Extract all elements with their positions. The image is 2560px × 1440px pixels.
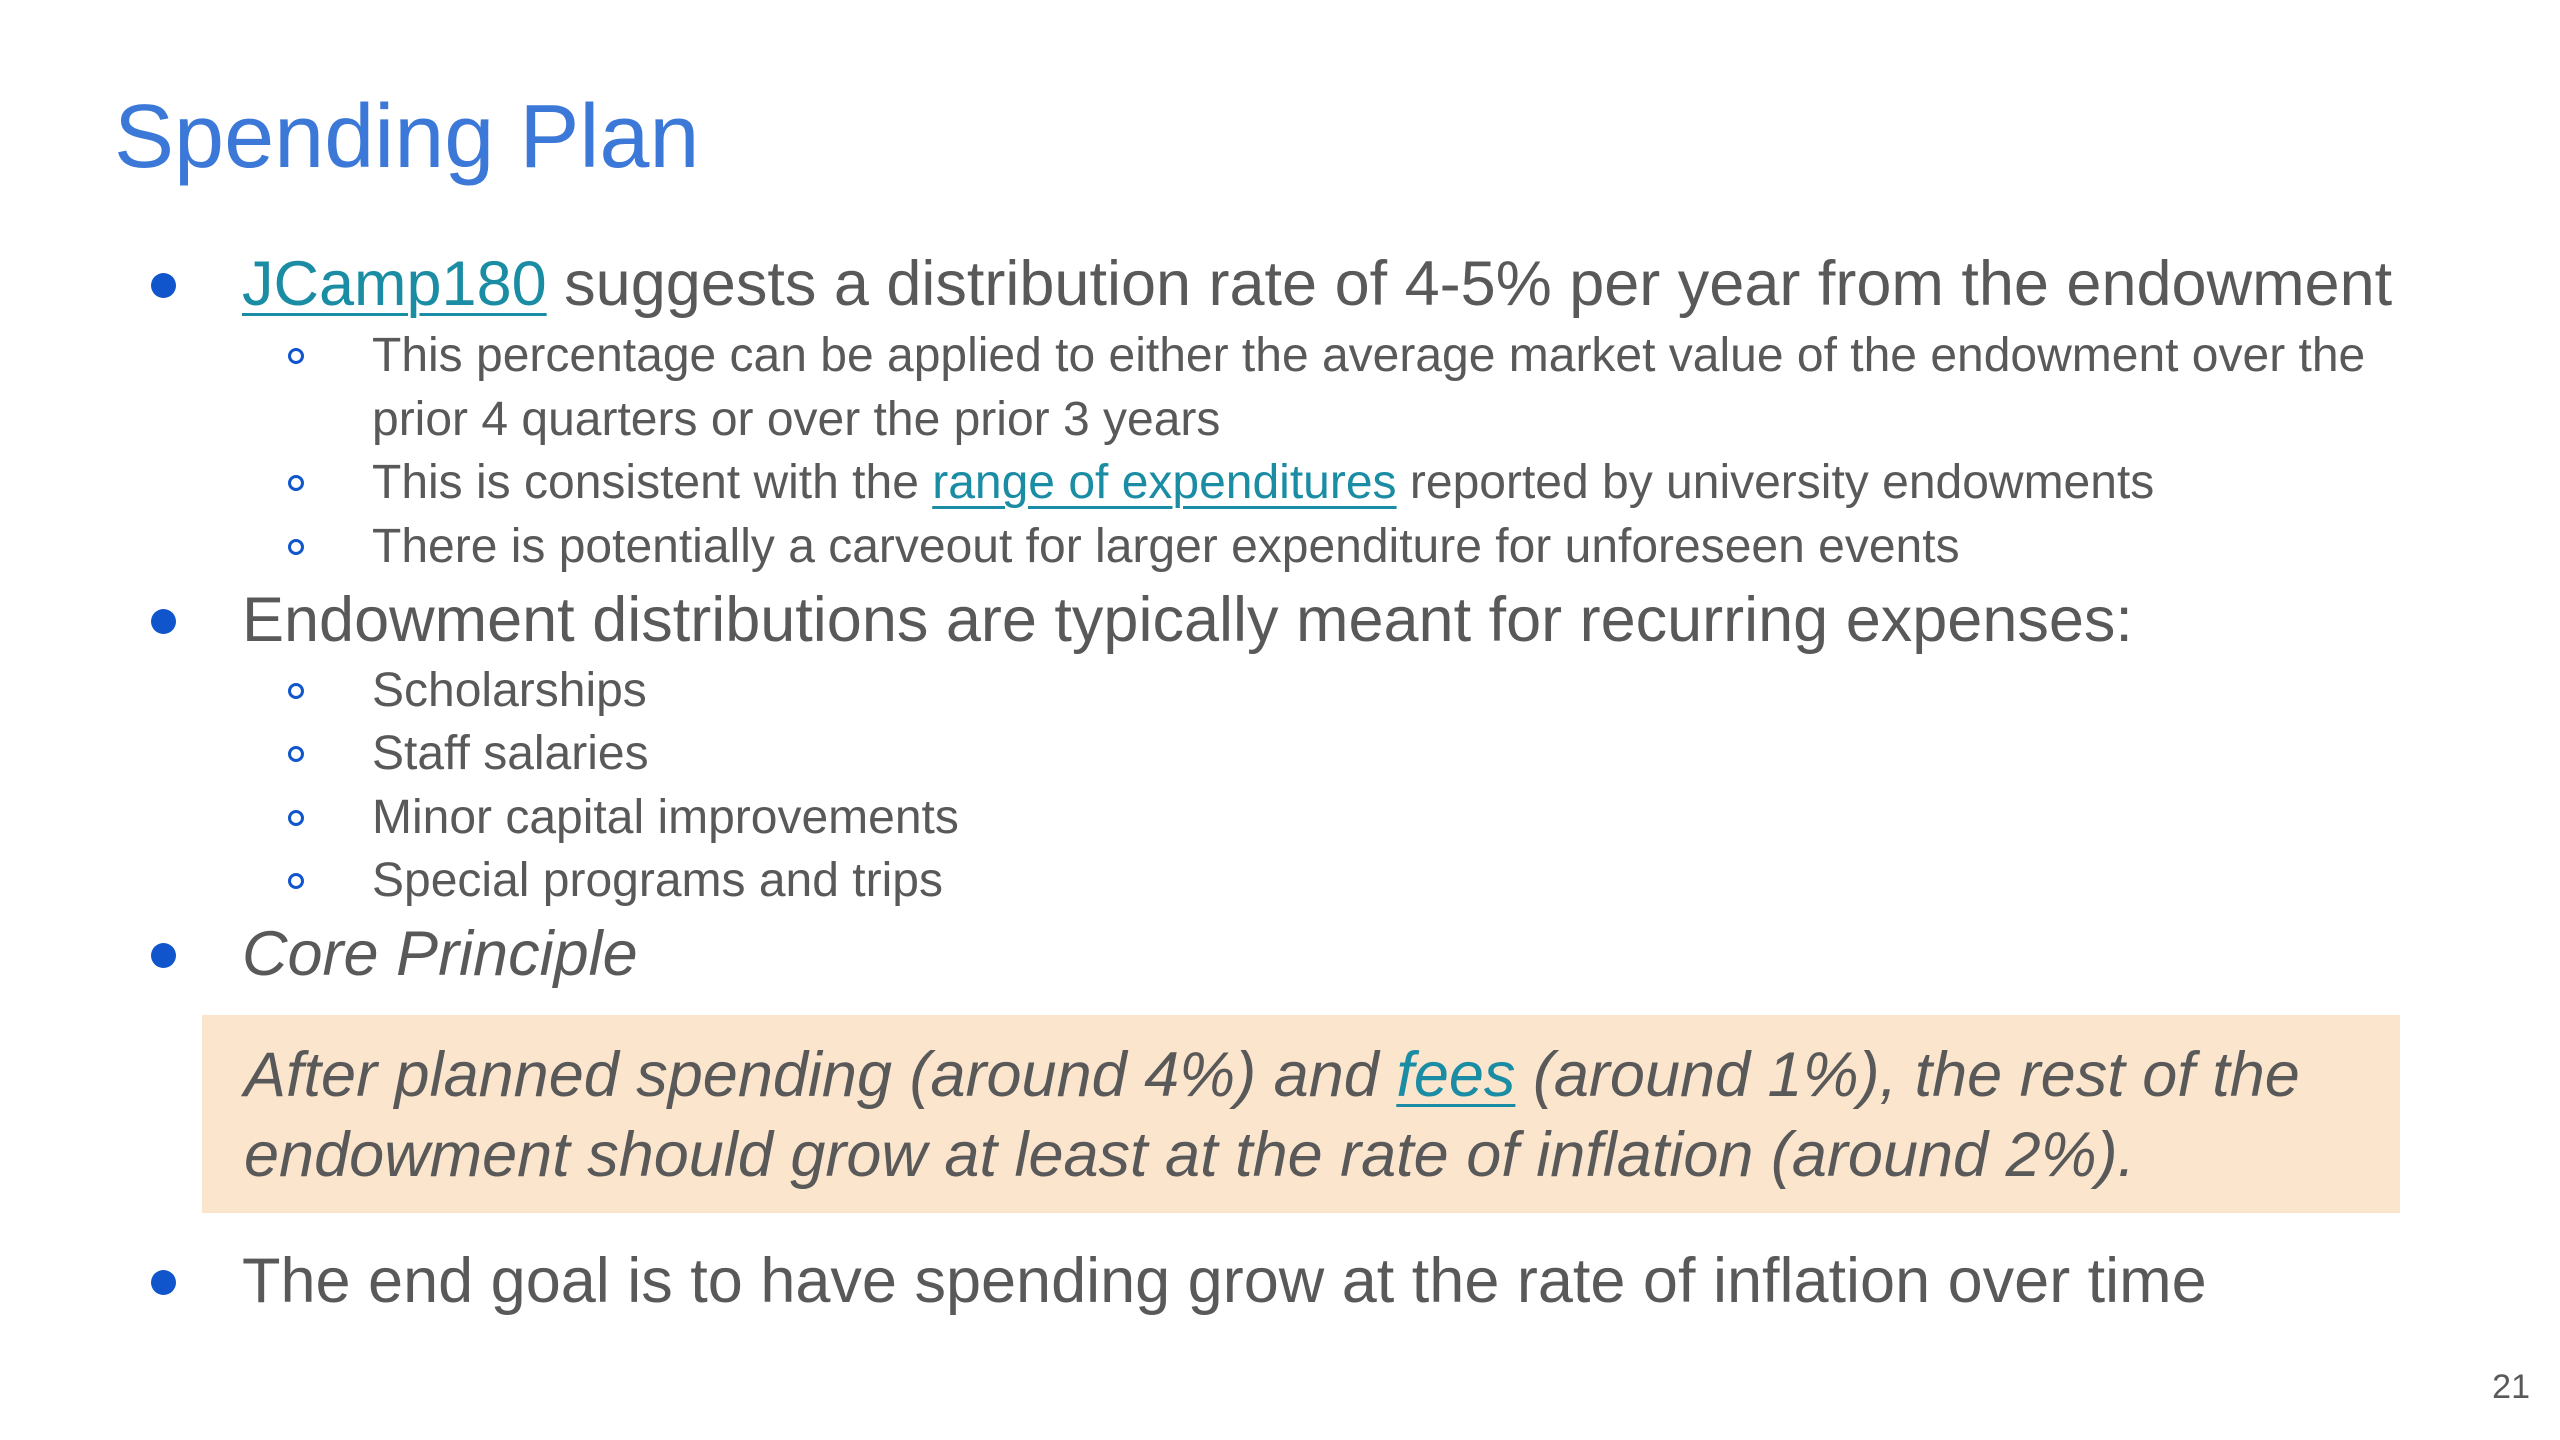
sub-item-text-before: This is consistent with the	[372, 456, 933, 509]
bullet-text: JCamp180 suggests a distribution rate of…	[242, 246, 2392, 322]
slide-title: Spending Plan	[114, 87, 700, 187]
jcamp180-link[interactable]: JCamp180	[242, 249, 547, 319]
bullet-circle-icon	[288, 873, 304, 889]
bullet-dot-icon	[151, 1270, 176, 1295]
sub-item-text: Staff salaries	[372, 727, 649, 780]
bullet-circle-icon	[288, 539, 304, 555]
callout-text: After planned spending (around 4%) and f…	[244, 1035, 2384, 1195]
bullet-circle-icon	[288, 348, 304, 364]
core-principle-callout: After planned spending (around 4%) and f…	[202, 1015, 2400, 1213]
sub-item-text-line2: prior 4 quarters or over the prior 3 yea…	[372, 393, 1221, 446]
bullet-circle-icon	[288, 683, 304, 699]
range-of-expenditures-link[interactable]: range of expenditures	[932, 456, 1397, 509]
bullet-dot-icon	[151, 609, 176, 634]
bullet-text: Core Principle	[242, 919, 638, 989]
page-number: 21	[2492, 1368, 2530, 1406]
bullet-text: Endowment distributions are typically me…	[242, 585, 2133, 655]
sub-item-text: Scholarships	[372, 664, 647, 717]
bullet-dot-icon	[151, 273, 176, 298]
sub-item-text-line1: This percentage can be applied to either…	[372, 329, 2366, 382]
bullet-text: The end goal is to have spending grow at…	[242, 1246, 2207, 1316]
sub-item-text: There is potentially a carveout for larg…	[372, 520, 1960, 573]
callout-text-part1: After planned spending (around 4%) and	[244, 1040, 1397, 1110]
callout-text-part2: (around 1%), the rest of the endowment s…	[244, 1040, 2300, 1190]
bullet-circle-icon	[288, 475, 304, 491]
sub-item-text-after: reported by university endowments	[1396, 456, 2155, 509]
sub-item-text: Special programs and trips	[372, 854, 943, 907]
bullet-circle-icon	[288, 746, 304, 762]
bullet-dot-icon	[151, 943, 176, 968]
fees-link[interactable]: fees	[1396, 1040, 1516, 1110]
sub-item-text: Minor capital improvements	[372, 791, 959, 844]
bullet-circle-icon	[288, 810, 304, 826]
sub-item-text: This is consistent with the range of exp…	[372, 451, 2154, 515]
bullet-text-rest: suggests a distribution rate of 4-5% per…	[546, 249, 2393, 319]
